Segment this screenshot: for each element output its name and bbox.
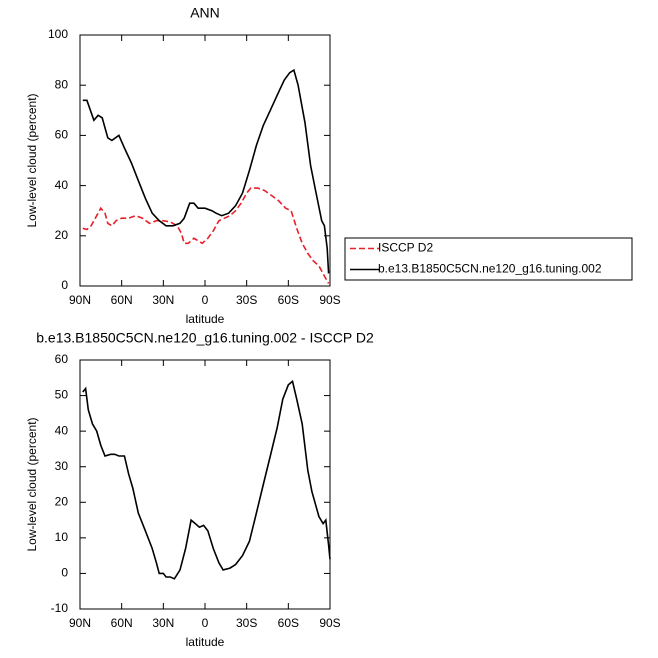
- plot-frame: [79, 359, 331, 610]
- y-tick-label: 20: [55, 228, 69, 242]
- y-tick-label: 50: [55, 388, 69, 402]
- legend-label: b.e13.B1850C5CN.ne120_g16.tuning.002: [378, 262, 602, 276]
- plot-frame: [79, 34, 331, 287]
- x-tick-label: 0: [202, 293, 209, 307]
- line: [82, 187, 330, 284]
- y-axis-label: Low-level cloud (percent): [25, 93, 39, 227]
- y-tick-label: 40: [55, 178, 69, 192]
- y-tick-label: 0: [61, 278, 68, 292]
- y-tick-label: 80: [55, 77, 69, 91]
- y-tick-label: 100: [48, 27, 68, 41]
- y-tick-label: 0: [61, 566, 68, 580]
- x-tick-label: 90S: [319, 293, 340, 307]
- x-tick-label: 30N: [152, 293, 174, 307]
- x-tick-label: 0: [202, 616, 209, 630]
- y-tick-label: 30: [55, 459, 69, 473]
- x-axis-label: latitude: [186, 312, 225, 326]
- y-tick-label: 60: [55, 352, 69, 366]
- legend-label: ISCCP D2: [378, 241, 433, 255]
- line: [82, 68, 330, 274]
- y-tick-label: 60: [55, 128, 69, 142]
- x-tick-label: 30S: [236, 616, 257, 630]
- x-axis-label: latitude: [186, 635, 225, 649]
- x-tick-label: 60S: [278, 293, 299, 307]
- x-tick-label: 30S: [236, 293, 257, 307]
- legend-box: [344, 237, 633, 281]
- x-tick-label: 60S: [278, 616, 299, 630]
- chart-title: ANN: [190, 5, 220, 21]
- x-tick-label: 90N: [69, 293, 91, 307]
- y-tick-label: 20: [55, 494, 69, 508]
- y-tick-label: 40: [55, 423, 69, 437]
- y-tick-label: -10: [51, 601, 69, 615]
- y-tick-label: 10: [55, 530, 69, 544]
- line: [82, 379, 331, 580]
- x-tick-label: 60N: [111, 293, 133, 307]
- x-tick-label: 60N: [111, 616, 133, 630]
- x-tick-label: 30N: [152, 616, 174, 630]
- y-axis-label: Low-level cloud (percent): [25, 417, 39, 551]
- x-tick-label: 90N: [69, 616, 91, 630]
- x-tick-label: 90S: [319, 616, 340, 630]
- chart-title: b.e13.B1850C5CN.ne120_g16.tuning.002 - I…: [36, 330, 374, 346]
